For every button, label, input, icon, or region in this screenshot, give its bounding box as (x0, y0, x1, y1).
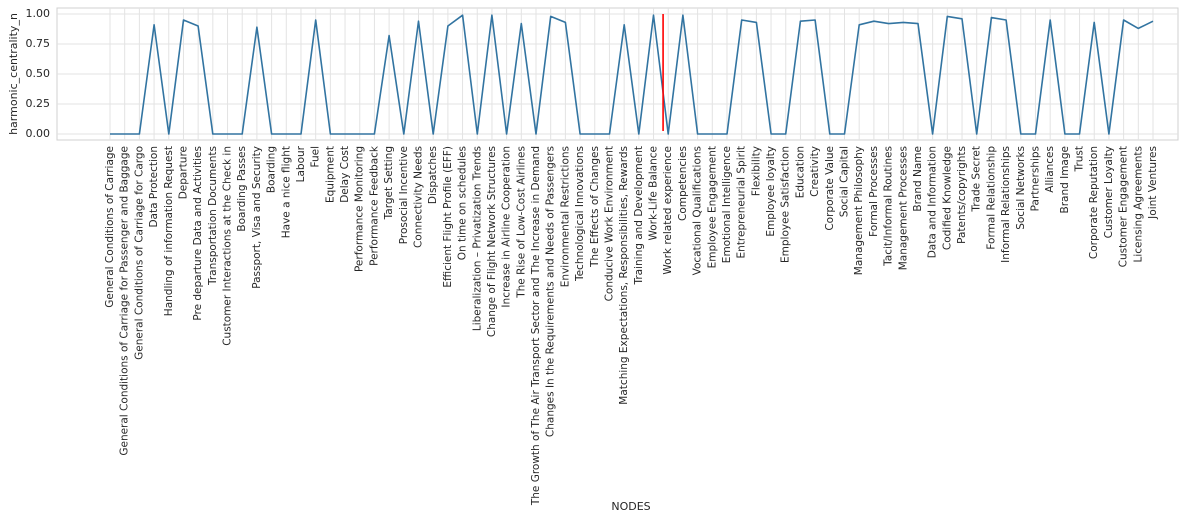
x-tick-labels: General Conditions of Carriage General Co… (104, 145, 1159, 506)
x-tick-label: General Conditions of Carriage for Passe… (119, 146, 131, 456)
x-tick-label: Management Processes (897, 146, 909, 270)
x-tick-label: Prosocial Incentive (398, 146, 410, 244)
x-tick-label: Flexibility (750, 146, 762, 196)
x-tick-label: Management Philosophy (853, 146, 865, 275)
y-tick-label: 0.00 (26, 127, 51, 140)
x-tick-label: Competencies (677, 146, 689, 221)
x-tick-label: Pre departure Data and Activities (192, 146, 204, 321)
x-tick-label: Target Setting (383, 146, 395, 220)
x-tick-label: Liberalization – Privatization Trends (471, 146, 483, 331)
x-tick-label: Changes In the Requirements and Needs of… (545, 146, 557, 437)
x-tick-label: Social Networks (1015, 146, 1027, 230)
x-tick-label: Environmental Restrictions (559, 146, 571, 287)
x-tick-label: Employee loyalty (765, 146, 777, 237)
x-tick-label: General Conditions of Carriage (104, 146, 116, 308)
x-tick-label: Performance Feedback (368, 145, 380, 266)
x-tick-label: Conducive Work Environment (603, 146, 615, 301)
x-tick-label: Brand Image (1059, 146, 1071, 214)
y-tick-label: 1.00 (26, 7, 51, 20)
x-tick-label: Emotional Intelligence (721, 146, 733, 263)
x-tick-label: Data Protection (148, 146, 160, 228)
x-tick-label: Fuel (310, 146, 322, 168)
x-tick-label: Handling of information Request (163, 146, 175, 316)
x-tick-label: Entrepreneurial Spirit (736, 146, 748, 258)
x-tick-label: Change of Flight Network Structures (486, 146, 498, 337)
x-tick-label: The Rise of Low-Cost Airlines (515, 146, 527, 299)
x-tick-label: Have a nice flight (280, 146, 292, 238)
y-tick-labels: 0.00 0.25 0.50 0.75 1.00 (26, 7, 51, 140)
x-tick-label: Formal Relationship (985, 146, 997, 250)
x-tick-label: Technological Innovations (574, 146, 586, 282)
x-tick-label: Informal Relationships (1000, 146, 1012, 263)
x-tick-label: Departure (177, 146, 189, 199)
x-tick-label: Passport, Visa and Security (251, 146, 263, 289)
x-tick-label: Trust (1074, 146, 1086, 172)
x-tick-label: Equipment (324, 146, 336, 203)
x-tick-label: Joint Ventures (1147, 146, 1159, 220)
x-tick-label: Creativity (809, 146, 821, 197)
y-axis-label: harmonic_centrality_n (7, 13, 20, 135)
x-axis-label: NODES (611, 500, 650, 513)
x-tick-label: The Effects of Changes (589, 146, 601, 268)
x-tick-label: Codified Knowledge (941, 146, 953, 250)
x-tick-label: Employee Engagement (706, 146, 718, 268)
x-tick-label: Matching Expectations, Responsibilities,… (618, 146, 630, 405)
x-tick-label: Transportation Documents (207, 146, 219, 286)
x-tick-label: Data and Information (927, 146, 939, 258)
x-tick-label: Social Capital (839, 146, 851, 217)
x-tick-label: Work-Life Balance (648, 146, 660, 241)
x-tick-label: Trade Secret (971, 146, 983, 213)
x-tick-label: Alliances (1044, 146, 1056, 193)
x-tick-label: Work related experience (662, 146, 674, 275)
x-tick-label: Connectivity Needs (412, 146, 424, 248)
x-tick-label: Customer Loyalty (1103, 146, 1115, 238)
y-tick-label: 0.50 (26, 67, 51, 80)
x-tick-label: Corporate Value (824, 146, 836, 231)
y-tick-label: 0.75 (26, 37, 51, 50)
x-tick-label: Tacit/Informal Routines (883, 146, 895, 267)
x-tick-label: The Growth of The Air Transport Sector a… (530, 146, 542, 506)
x-tick-label: Formal Processes (868, 146, 880, 237)
series-line (110, 14, 1154, 135)
x-tick-label: Vocational Qualifications (692, 146, 704, 275)
y-tick-label: 0.25 (26, 97, 51, 110)
x-tick-label: Labour (295, 145, 307, 182)
x-tick-label: On time on schedules (457, 146, 469, 260)
y-gridlines (57, 13, 1178, 135)
x-tick-label: Partnerships (1029, 146, 1041, 211)
x-tick-label: Increase in Airline Cooperation (501, 146, 513, 308)
x-tick-label: Performance Monitoring (354, 146, 366, 272)
x-tick-label: Employee Satisfaction (780, 146, 792, 263)
x-tick-label: Licensing Agreements (1132, 146, 1144, 262)
x-tick-label: General Conditions of Carriage for Cargo (133, 146, 145, 360)
x-tick-label: Corporate Reputation (1088, 146, 1100, 259)
x-tick-label: Education (794, 146, 806, 198)
x-tick-label: Delay Cost (339, 146, 351, 203)
x-tick-label: Brand Name (912, 146, 924, 212)
x-tick-label: Efficient Flight Profile (EFF) (442, 146, 454, 288)
x-tick-label: Dispatches (427, 146, 439, 204)
x-tick-label: Training and Development (633, 146, 645, 286)
x-tick-label: Boarding (266, 146, 278, 193)
x-tick-label: Customer Engagement (1118, 146, 1130, 267)
x-tick-label: Customer Interactions at the Check in (222, 146, 234, 346)
x-tick-label: Patents/copyrights (956, 146, 968, 244)
x-tick-label: Boarding Passes (236, 146, 248, 232)
